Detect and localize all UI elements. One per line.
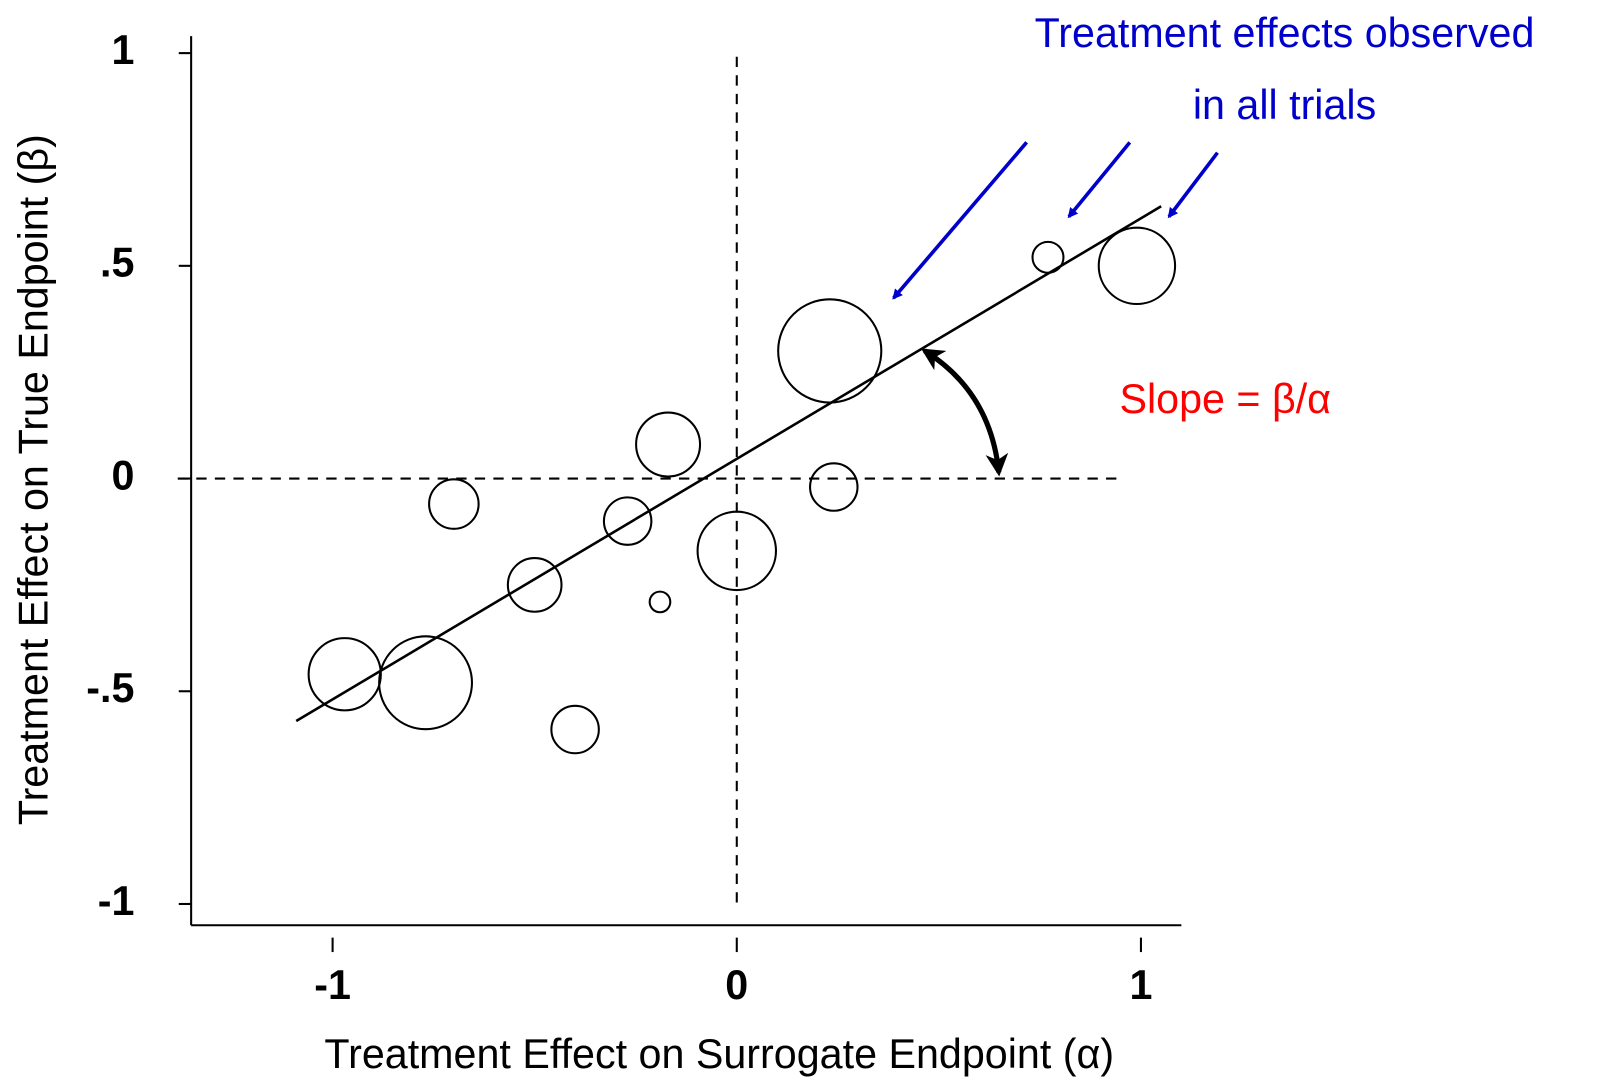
bubble [602, 496, 653, 546]
fit-line [295, 205, 1162, 723]
bubble [635, 411, 702, 478]
annotation: Slope = β/α [1119, 376, 1331, 422]
arrow [892, 141, 1029, 300]
y-tick-label: 0 [111, 452, 134, 498]
bubble [1097, 226, 1177, 306]
y-tick-label: -1 [98, 878, 135, 924]
x-tick-label: -1 [314, 962, 351, 1008]
bubble [648, 590, 672, 614]
bubble [696, 510, 778, 592]
arrow [1067, 141, 1132, 219]
y-tick-label: .5 [100, 240, 134, 286]
arrow [1167, 151, 1219, 219]
y-tick-label: 1 [111, 27, 134, 73]
slope-arrow [921, 348, 1009, 477]
x-tick-label: 1 [1129, 962, 1152, 1008]
bubble [777, 298, 883, 404]
callout-arrows [892, 141, 1219, 300]
bubble [378, 635, 474, 731]
x-tick-label: 0 [725, 962, 748, 1008]
y-axis-label: Treatment Effect on True Endpoint (β) [10, 134, 56, 825]
bubble [307, 637, 382, 712]
bubble [550, 704, 600, 755]
bubble [506, 557, 563, 613]
annotation: in all trials [1193, 82, 1376, 128]
x-axis-label: Treatment Effect on Surrogate Endpoint (… [324, 1031, 1114, 1077]
annotation: Treatment effects observed [1035, 10, 1535, 56]
bubble [428, 478, 480, 530]
bubble [809, 462, 859, 512]
y-tick-label: -.5 [86, 665, 134, 711]
